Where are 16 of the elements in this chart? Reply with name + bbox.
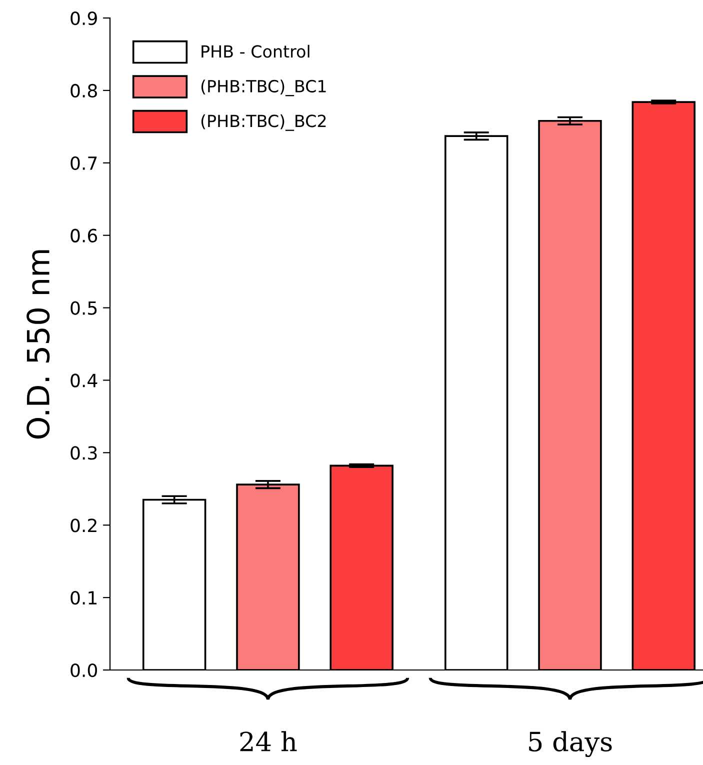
legend-label: (PHB:TBC)_BC2 xyxy=(201,114,326,131)
y-tick-label: 0.2 xyxy=(70,518,96,532)
y-tick-label: 0.5 xyxy=(70,301,97,315)
y-tick-label: 0.8 xyxy=(70,84,97,98)
x-tick-label: 24 h xyxy=(240,731,297,752)
y-tick-label: 0.6 xyxy=(70,228,98,242)
y-tick-label: 0.3 xyxy=(70,446,97,460)
x-tick-label: 5 days xyxy=(529,731,612,758)
y-tick-label: 0.1 xyxy=(70,591,97,605)
y-tick-label: 0.7 xyxy=(70,156,97,170)
y-tick-label: 0.0 xyxy=(70,663,97,678)
legend-label: (PHB:TBC)_BC1 xyxy=(201,80,326,96)
legend-label: PHB - Control xyxy=(202,44,310,58)
y-axis-title: O.D. 550 nm xyxy=(26,250,50,439)
y-tick-label: 0.4 xyxy=(70,374,98,388)
y-tick-label: 0.9 xyxy=(70,11,97,26)
